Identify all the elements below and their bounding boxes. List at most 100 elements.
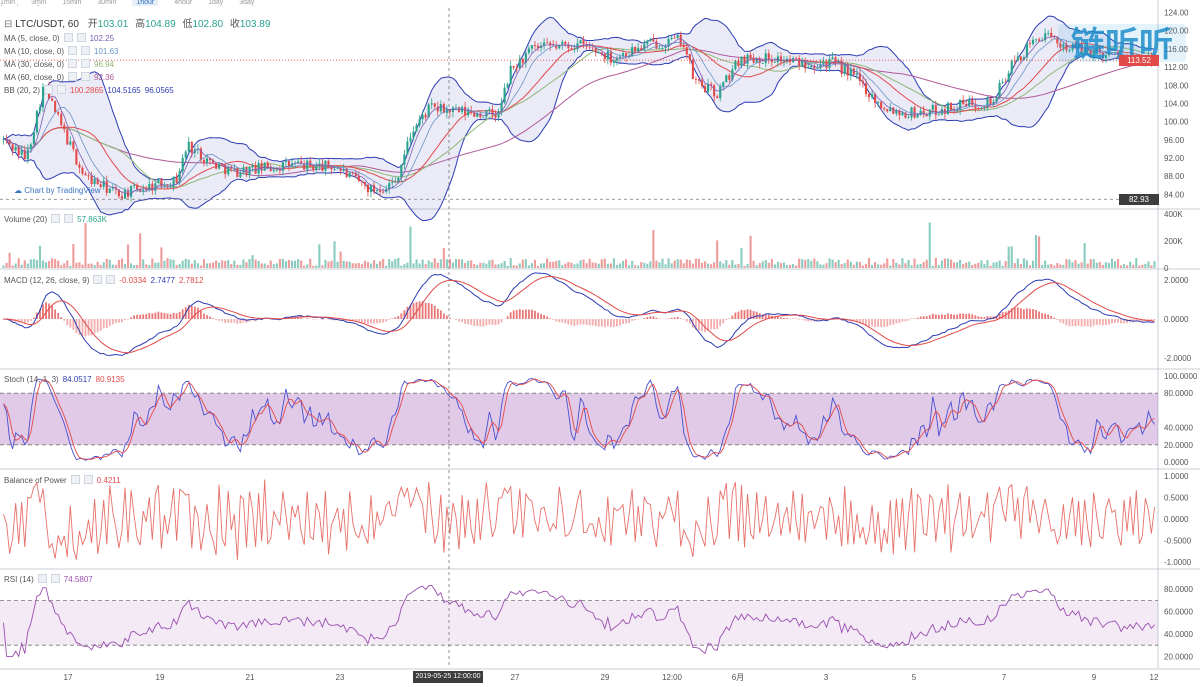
interval-30min[interactable]: 30min <box>97 0 117 6</box>
volume-bar <box>284 261 288 268</box>
interval-bar: 1min 3min 15min 30min 1hour 4hour 1day 3… <box>0 0 300 6</box>
macd-histogram-bar <box>181 309 184 319</box>
candle-body <box>986 98 989 108</box>
volume-bar <box>123 264 127 268</box>
close-icon[interactable] <box>76 33 86 42</box>
volume-bar <box>339 251 342 268</box>
candle-body <box>464 106 467 116</box>
macd-histogram-bar <box>479 319 482 327</box>
interval-3min[interactable]: 3min <box>31 0 47 6</box>
volume-bar <box>625 259 628 268</box>
settings-icon[interactable] <box>37 574 47 583</box>
candle-body <box>14 146 17 151</box>
close-icon[interactable] <box>81 72 91 81</box>
macd-histogram-bar <box>540 314 542 319</box>
macd-histogram-bar <box>1089 319 1092 327</box>
ma5-legend[interactable]: MA (5, close, 0) 102.25 <box>4 33 114 44</box>
macd-histogram-bar <box>121 319 123 323</box>
bb-legend[interactable]: BB (20, 2) 100.2865 104.5165 96.0565 <box>4 85 174 96</box>
price-tick-label: 88.00 <box>1164 172 1185 181</box>
volume-bar <box>952 262 956 268</box>
volume-bar <box>133 265 136 268</box>
interval-3day[interactable]: 3day <box>239 0 255 6</box>
close-icon[interactable] <box>83 475 93 484</box>
candle-body <box>925 114 928 117</box>
candle-body <box>940 109 943 115</box>
tradingview-attribution[interactable]: ☁ Chart by TradingView <box>14 186 101 195</box>
volume-bar <box>949 259 953 268</box>
close-icon[interactable] <box>81 59 91 68</box>
price-tick-label: 84.00 <box>1164 190 1185 199</box>
volume-legend[interactable]: Volume (20) 57.863K <box>4 214 107 225</box>
macd-histogram-bar <box>470 319 473 325</box>
volume-bar <box>555 260 558 268</box>
bop-legend[interactable]: Balance of Power 0.4211 <box>4 475 121 486</box>
volume-bar <box>306 264 309 268</box>
macd-line-value: 2.7477 <box>150 276 175 285</box>
macd-label: MACD (12, 26, close, 9) <box>4 276 90 285</box>
macd-histogram-bar <box>442 313 445 319</box>
rsi-legend[interactable]: RSI (14) 74.5807 <box>4 574 93 585</box>
macd-histogram-bar <box>643 318 646 319</box>
stoch-legend[interactable]: Stoch (14, 1, 3) 84.0517 80.9135 <box>4 375 125 385</box>
volume-bar <box>667 258 670 268</box>
macd-histogram-bar <box>531 309 533 319</box>
settings-icon[interactable] <box>68 72 78 81</box>
settings-icon[interactable] <box>63 33 73 42</box>
volume-bar <box>139 233 142 268</box>
candle-body <box>409 137 412 142</box>
close-icon[interactable] <box>106 275 116 284</box>
interval-1day[interactable]: 1day <box>208 0 224 6</box>
ma60-legend[interactable]: MA (60, close, 0) 92.36 <box>4 72 114 83</box>
interval-1min[interactable]: 1min <box>0 0 16 6</box>
settings-icon[interactable] <box>68 59 78 68</box>
close-icon[interactable] <box>50 574 60 583</box>
macd-legend[interactable]: MACD (12, 26, close, 9) -0.0334 2.7477 2.78… <box>4 275 203 286</box>
candle-body <box>849 68 852 76</box>
macd-histogram-bar <box>1001 312 1004 319</box>
volume-bar <box>245 262 248 268</box>
macd-histogram-bar <box>221 319 224 322</box>
interval-1hour[interactable]: 1hour <box>132 0 159 6</box>
macd-histogram-bar <box>901 319 904 322</box>
ma30-legend[interactable]: MA (30, close, 0) 96.94 <box>4 59 114 70</box>
candle-body <box>1031 39 1035 45</box>
candle-body <box>877 101 880 103</box>
candle-body <box>284 161 288 163</box>
close-icon[interactable] <box>57 85 67 94</box>
macd-histogram-bar <box>415 302 418 319</box>
ma30-line <box>3 45 1155 188</box>
volume-bar <box>521 259 524 268</box>
settings-icon[interactable] <box>93 275 103 284</box>
collapse-icon[interactable]: ⊟ <box>4 19 13 30</box>
candle-body <box>360 181 363 182</box>
volume-bar <box>621 260 625 268</box>
interval-1mon[interactable]: 1mon <box>36 5 54 6</box>
candle-body <box>1019 56 1022 61</box>
interval-1week[interactable]: 1week <box>0 5 20 6</box>
volume-bar <box>448 259 451 268</box>
close-icon[interactable] <box>81 46 91 55</box>
candle-body <box>187 141 190 152</box>
volume-bar <box>394 258 397 268</box>
settings-icon[interactable] <box>51 214 61 223</box>
settings-icon[interactable] <box>70 475 80 484</box>
volume-bar <box>788 264 792 268</box>
settings-icon[interactable] <box>44 85 54 94</box>
volume-bar <box>1071 262 1074 268</box>
interval-15min[interactable]: 15min <box>62 0 82 6</box>
volume-bar <box>454 259 458 268</box>
macd-histogram-bar <box>877 319 880 327</box>
volume-bar <box>649 261 652 268</box>
volume-bar <box>974 263 977 268</box>
candle-body <box>163 186 166 187</box>
volume-bar <box>105 258 108 268</box>
close-icon[interactable] <box>64 214 74 223</box>
ma10-legend[interactable]: MA (10, close, 0) 101.63 <box>4 46 119 57</box>
volume-bar <box>303 265 306 268</box>
macd-histogram-bar <box>124 319 126 321</box>
interval-4hour[interactable]: 4hour <box>174 0 193 6</box>
settings-icon[interactable] <box>68 46 78 55</box>
candle-body <box>1086 48 1089 51</box>
